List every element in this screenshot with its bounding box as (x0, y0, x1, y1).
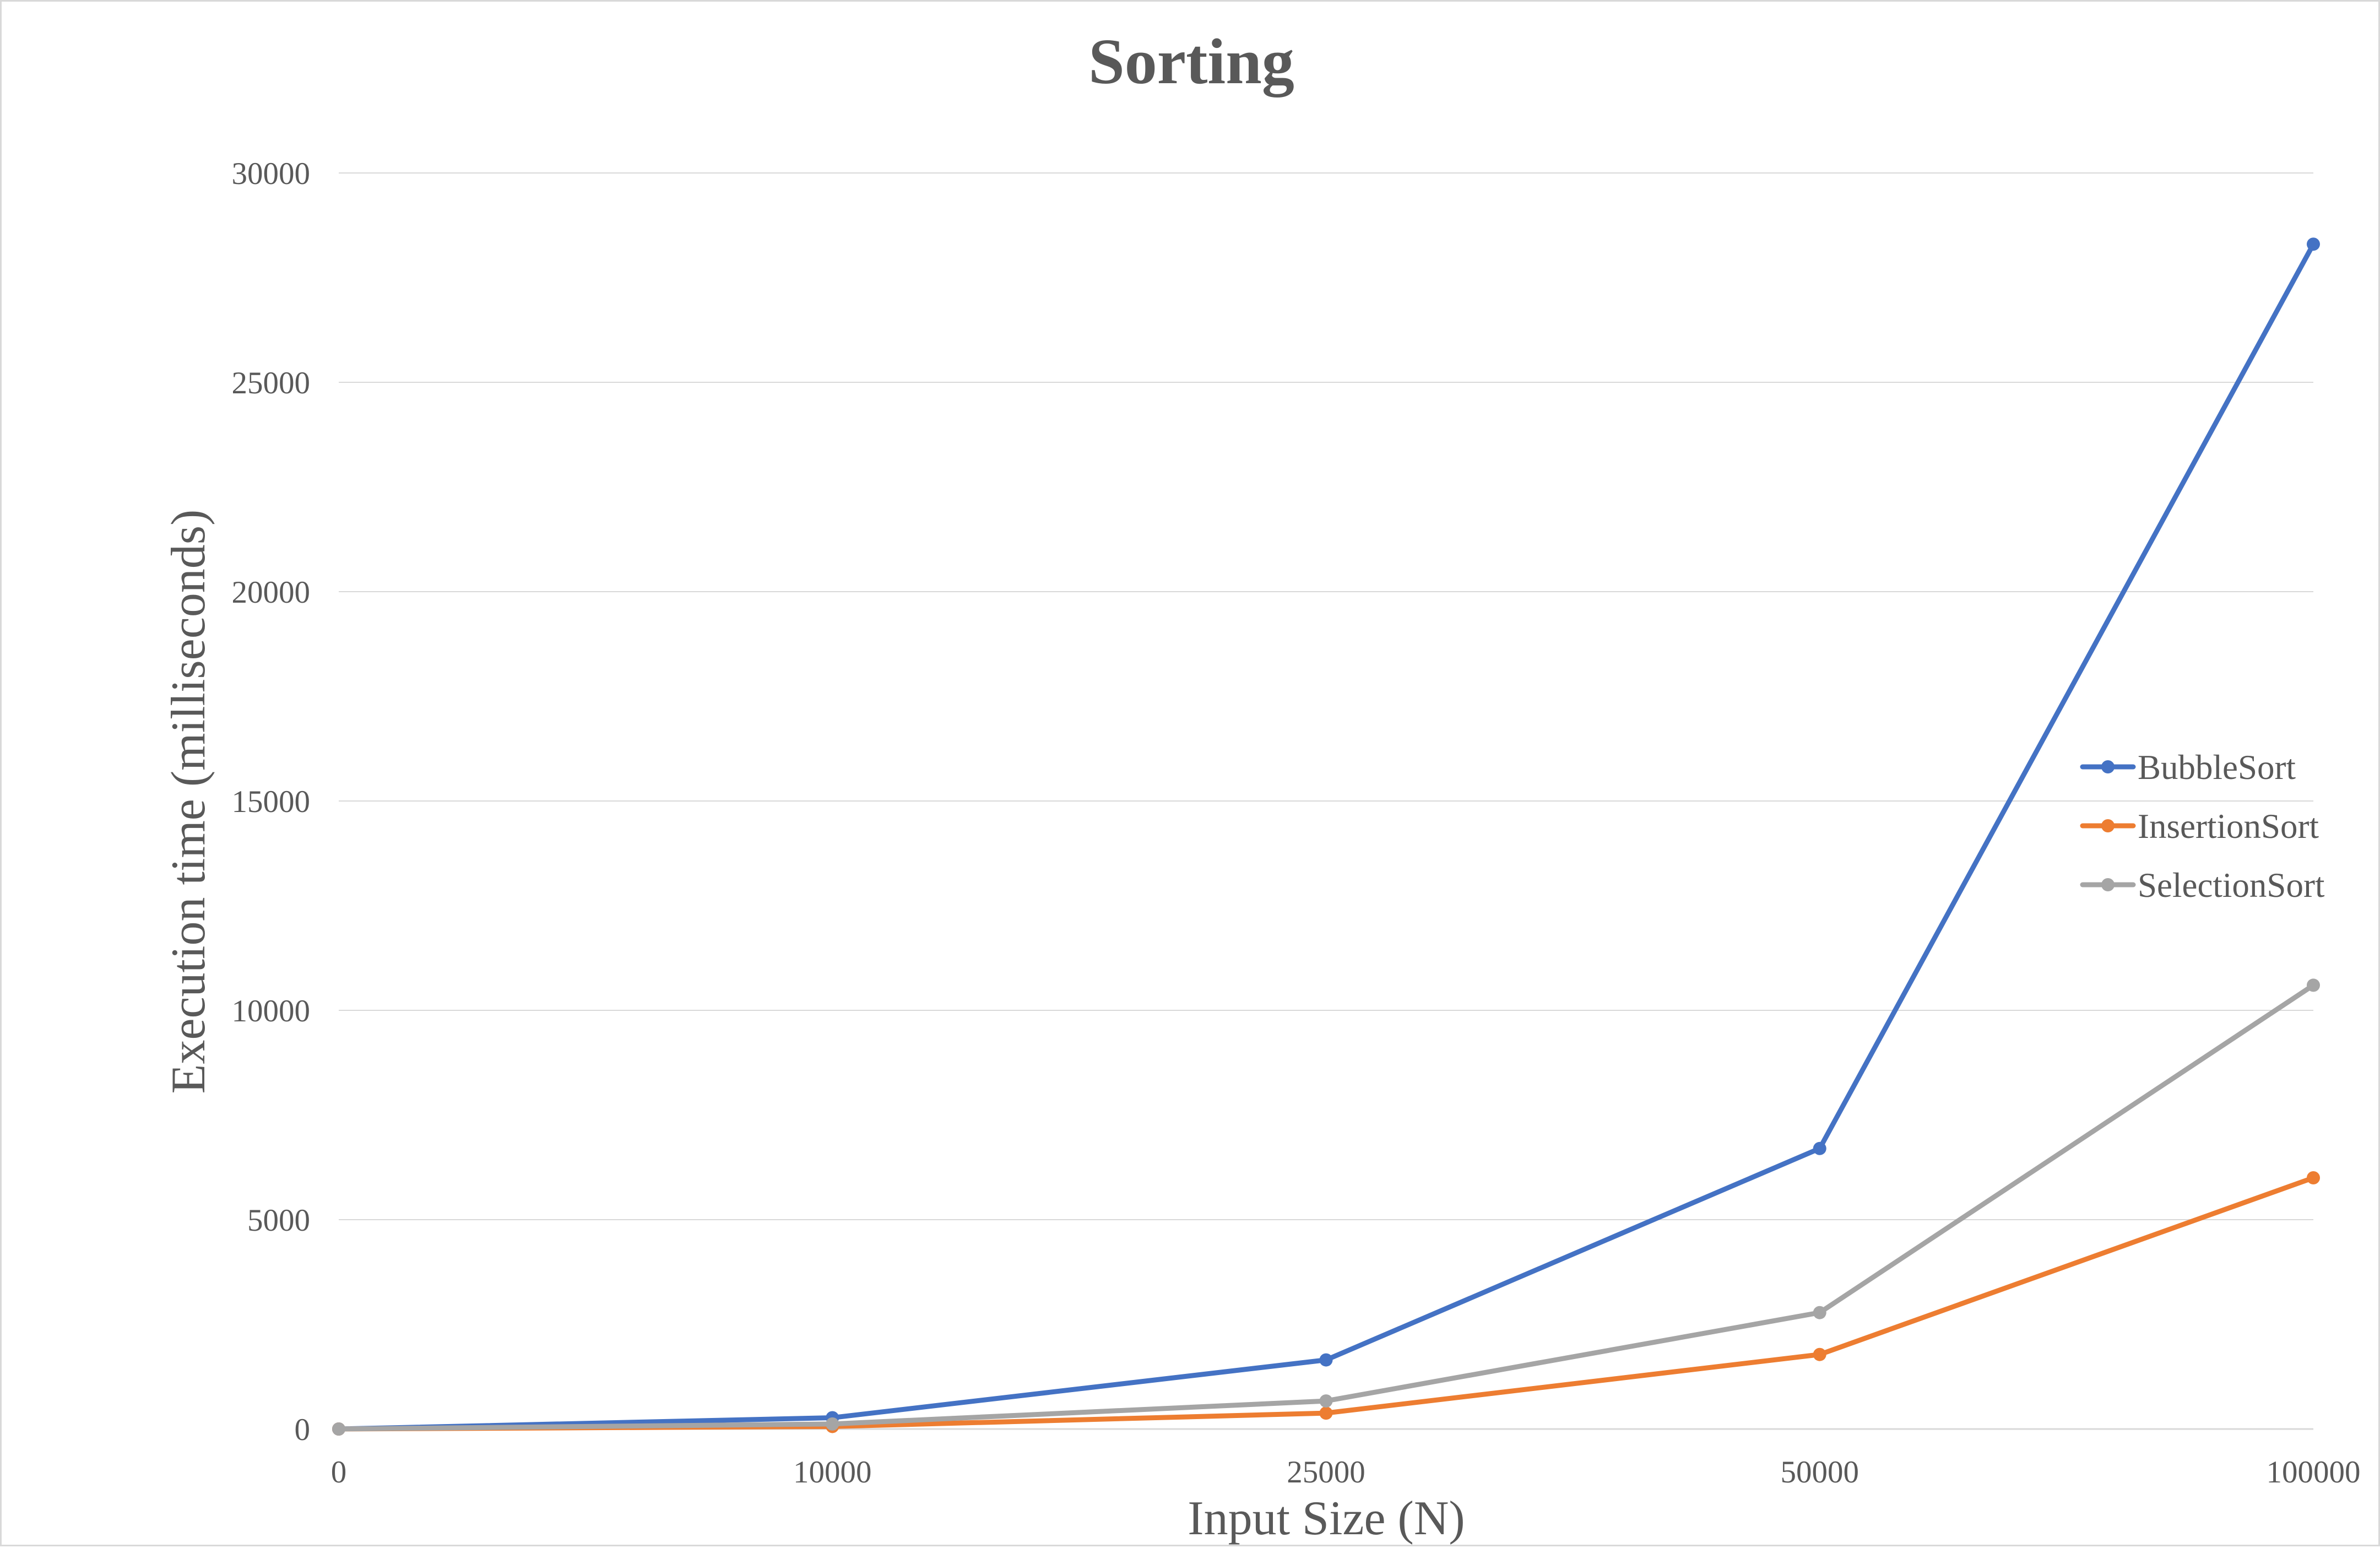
data-point (1319, 1394, 1333, 1408)
x-tick-label: 50000 (1781, 1455, 1859, 1490)
data-point (1813, 1306, 1826, 1319)
legend-label: SelectionSort (2138, 866, 2325, 905)
legend-label: BubbleSort (2138, 748, 2296, 787)
y-tick-label: 20000 (232, 575, 311, 610)
legend-item: SelectionSort (2080, 866, 2325, 905)
data-point (1319, 1406, 1333, 1420)
y-tick-label: 15000 (232, 784, 311, 819)
legend-item: BubbleSort (2080, 748, 2296, 787)
x-axis-ticks: 0 10000 25000 50000 100000 (331, 1455, 2361, 1490)
series-line (336, 1175, 2316, 1432)
data-point (1813, 1347, 1826, 1361)
series-line (336, 241, 2316, 1432)
data-point (2307, 1171, 2320, 1184)
x-tick-label: 10000 (793, 1455, 872, 1490)
legend: BubbleSort InsertionSort SelectionSort (2080, 748, 2325, 905)
x-axis-label: Input Size (N) (1188, 1492, 1465, 1545)
legend-marker (2101, 760, 2115, 773)
y-tick-label: 5000 (247, 1203, 310, 1238)
data-point (1319, 1353, 1333, 1367)
legend-label: InsertionSort (2138, 807, 2319, 846)
data-point (2307, 978, 2320, 992)
gridlines (339, 172, 2313, 1430)
series-bubblesort (332, 237, 2320, 1436)
x-tick-label: 100000 (2267, 1455, 2361, 1490)
data-point (1813, 1141, 1826, 1155)
y-tick-label: 10000 (232, 994, 311, 1029)
data-point (2307, 237, 2320, 251)
y-axis-ticks: 0 5000 10000 15000 20000 25000 30000 (232, 156, 311, 1447)
y-tick-label: 0 (295, 1412, 311, 1447)
legend-marker (2101, 878, 2115, 891)
chart-title: Sorting (1088, 25, 1294, 98)
series-selectionsort (332, 978, 2320, 1436)
data-point (826, 1417, 839, 1431)
series-lines (332, 237, 2320, 1436)
x-tick-label: 0 (331, 1455, 347, 1490)
y-axis-label: Execution time (milliseconds) (162, 510, 215, 1094)
y-tick-label: 30000 (232, 156, 311, 191)
legend-item: InsertionSort (2080, 807, 2319, 846)
data-point (332, 1422, 345, 1436)
legend-marker (2101, 819, 2115, 832)
x-tick-label: 25000 (1287, 1455, 1365, 1490)
y-tick-label: 25000 (232, 366, 311, 400)
